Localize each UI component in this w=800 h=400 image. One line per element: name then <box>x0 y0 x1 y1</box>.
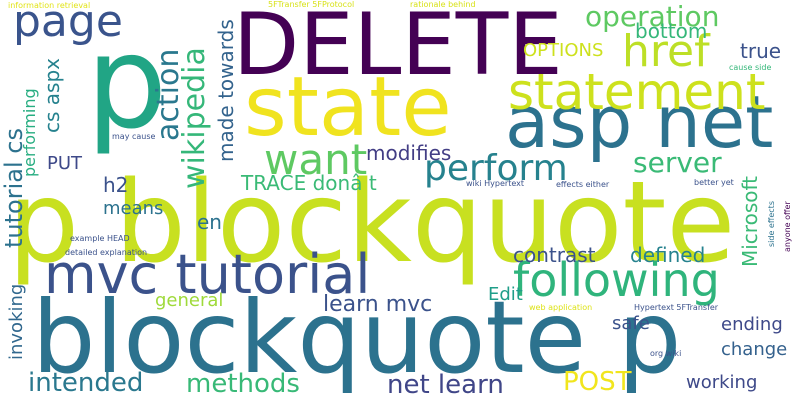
word-true: true <box>740 41 781 61</box>
word-5ftransfer-5fprotocol: 5FTransfer 5FProtocol <box>268 1 354 9</box>
word-better-yet: better yet <box>694 179 734 187</box>
word-defined: defined <box>630 245 705 265</box>
word-ending: ending <box>721 316 783 334</box>
word-working: working <box>686 374 757 392</box>
word-intended: intended <box>28 370 143 396</box>
word-trace-dont: TRACE donâ t <box>241 173 377 193</box>
word-cause-side: cause side <box>729 64 771 72</box>
word-methods: methods <box>186 371 300 397</box>
word-web-application: web application <box>529 304 592 312</box>
word-wiki-hypertext: wiki Hypertext <box>466 180 524 188</box>
word-safe: safe <box>612 315 650 333</box>
word-effects-either: effects either <box>556 181 609 189</box>
word-anyone-offer: anyone offer <box>784 201 792 252</box>
word-hypertext-5ftransfer: Hypertext 5FTransfer <box>634 304 718 312</box>
word-modifies: modifies <box>366 143 451 163</box>
word-means: means <box>103 200 163 218</box>
word-general: general <box>155 292 223 310</box>
word-microsoft: Microsoft <box>740 176 760 267</box>
word-cs-aspx: cs aspx <box>42 58 62 133</box>
word-learn-mvc: learn mvc <box>323 294 432 316</box>
word-net-learn: net learn <box>387 372 504 398</box>
word-rationale-behind: rationale behind <box>410 1 476 9</box>
word-put: PUT <box>47 155 82 173</box>
word-may-cause: may cause <box>112 133 155 141</box>
word-detailed-explanation: detailed explanation <box>65 249 147 257</box>
word-bottom: bottom <box>635 21 707 41</box>
word-made-towards: made towards <box>216 19 236 162</box>
word-information-retrieval: information retrieval <box>8 2 90 10</box>
word-performing: performing <box>22 88 38 177</box>
word-contrast: contrast <box>513 245 596 265</box>
word-change: change <box>721 341 787 359</box>
word-server: server <box>633 149 722 177</box>
word-org-wiki: org wiki <box>650 350 681 358</box>
word-post: POST <box>563 369 632 395</box>
word-wikipedia: wikipedia <box>180 47 210 189</box>
word-h2: h2 <box>103 175 128 195</box>
word-side-effects: side effects <box>768 201 776 247</box>
word-invoking: invoking <box>8 284 26 360</box>
word-example-head: example HEAD <box>70 235 130 243</box>
word-edit: Edit <box>488 286 523 304</box>
word-en: en <box>197 212 222 232</box>
word-options: OPTIONS <box>523 42 603 60</box>
